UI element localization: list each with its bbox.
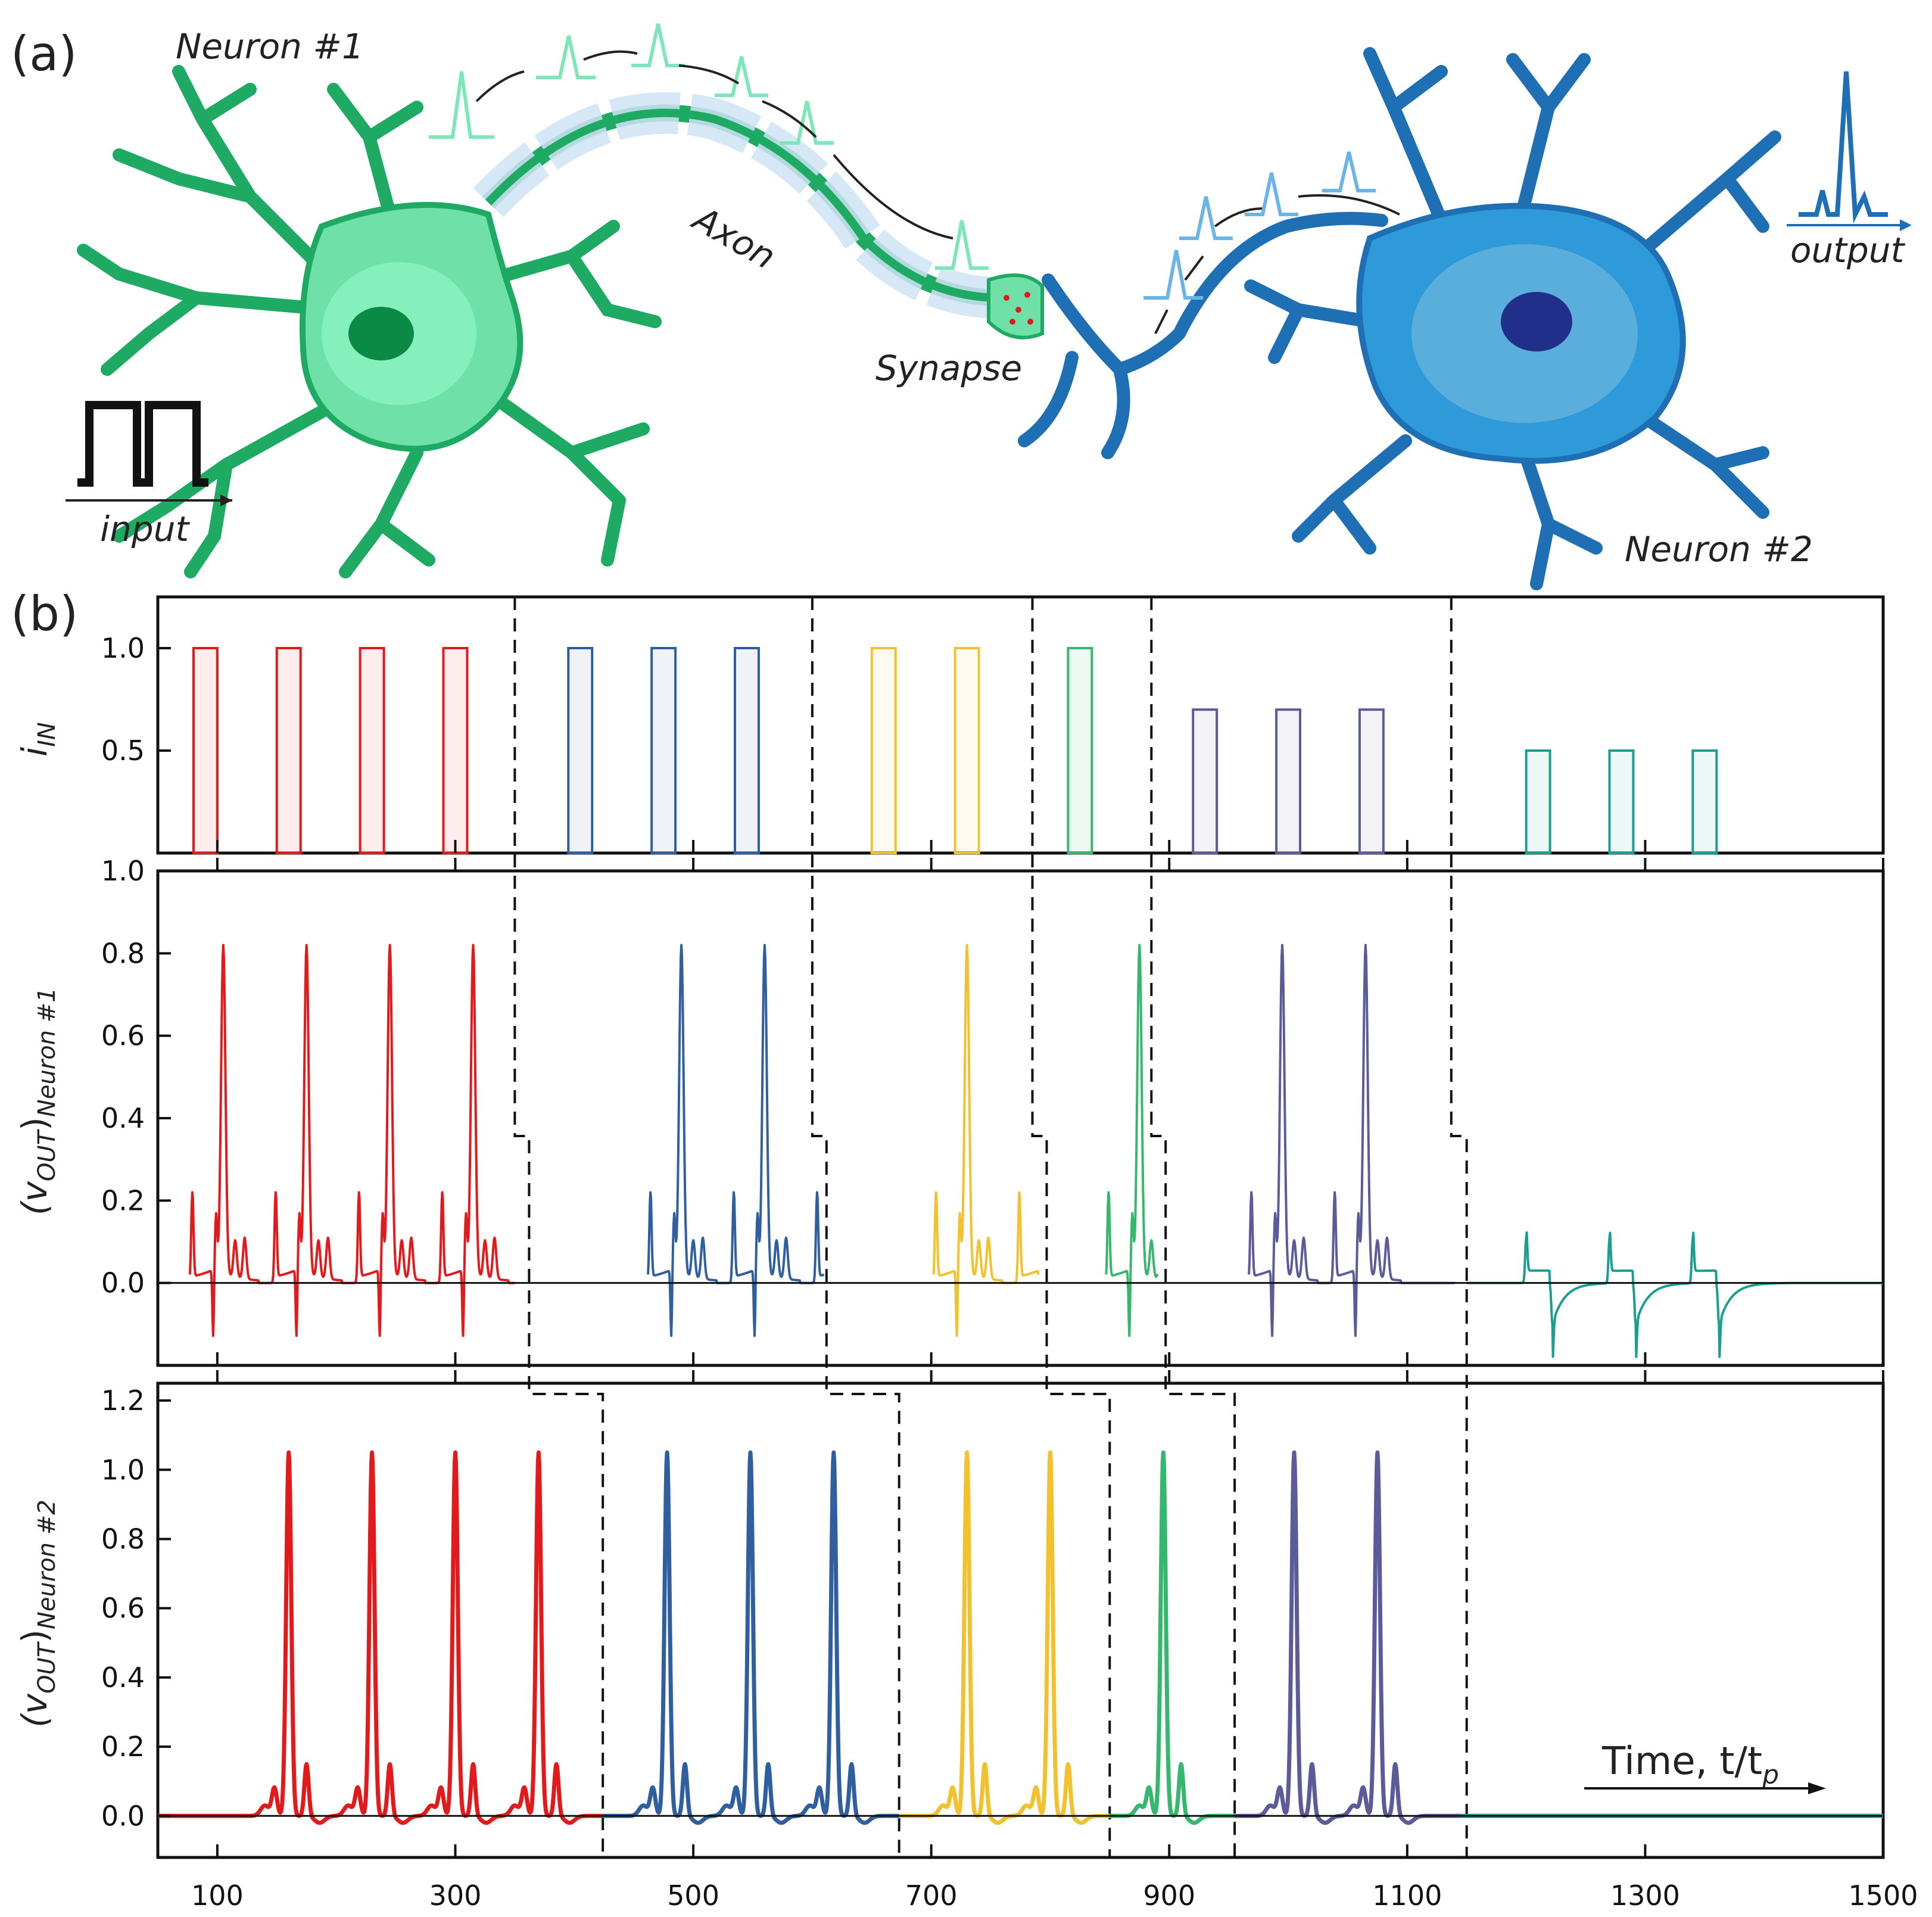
axon-arrows: [475, 50, 1400, 334]
plot-bottom-frame: [156, 1381, 1885, 1859]
y-tick-label: 0.4: [101, 1102, 145, 1134]
input-pulse-red: [359, 647, 385, 854]
y-tick-label: 0.8: [101, 937, 145, 969]
time-axis-label: Time, t/tp: [1584, 1739, 1826, 1794]
y-tick-label: 1.0: [101, 1454, 145, 1486]
input-pulse-green: [1067, 647, 1093, 854]
neuron1-trace-teal: [1466, 1231, 1884, 1358]
x-tick-label: 700: [905, 1879, 958, 1912]
dendrite-spike-icons: [1143, 151, 1376, 300]
synapse-terminal: [987, 273, 1044, 340]
y-tick-label: 0.0: [101, 1800, 145, 1832]
x-tick-label: 900: [1143, 1879, 1195, 1912]
axon-label: Axon: [685, 197, 783, 277]
input-pulse-purple: [1358, 708, 1385, 854]
axon: [473, 92, 1001, 319]
x-tick-label: 300: [429, 1879, 482, 1912]
trace-layer: [156, 647, 1885, 1825]
y-tick-label: 1.0: [101, 632, 145, 664]
input-pulse-icon: [66, 401, 232, 506]
input-pulse-blue: [733, 647, 760, 854]
input-pulse-teal: [1525, 749, 1551, 854]
y-tick-label: 0.6: [101, 1020, 145, 1052]
neuron-2-dendrites: [1018, 47, 1781, 590]
synapse-label: Synapse: [875, 348, 1022, 388]
neuron2-trace-yellow: [898, 1450, 1111, 1825]
panel-b: (b) 0.5 1.0 0.0 0.2 0.4 0.6 0.8 1.0 0.0 0.2 0.4 0.6…: [11, 586, 1918, 1912]
neuron2-trace-blue: [601, 1450, 901, 1825]
group-separators: [513, 597, 1468, 1857]
neuron1-trace-purple: [1248, 944, 1456, 1337]
input-pulse-red: [442, 647, 469, 854]
neuron2-trace-purple: [1233, 1450, 1463, 1825]
y-tick-label: 0.5: [101, 735, 145, 767]
neuron-2-nucleus: [1501, 292, 1572, 351]
panel-a: (a): [11, 23, 1912, 590]
panel-a-label: (a): [11, 26, 77, 82]
y-tick-label: 0.4: [101, 1661, 145, 1694]
axis-layer: 0.5 1.0 0.0 0.2 0.4 0.6 0.8 1.0 0.0 0.2 0.4 0.6 0.8 1…: [101, 632, 1918, 1912]
neuron-1-dendrites: [77, 65, 662, 578]
x-tick-label: 1100: [1372, 1879, 1442, 1912]
group-separator: [1450, 597, 1468, 1857]
plot-middle-frame: [156, 869, 1885, 1367]
group-separator: [1031, 597, 1111, 1857]
y-tick-label: 0.6: [101, 1592, 145, 1625]
input-pulse-yellow: [870, 647, 897, 854]
x-tick-label: 500: [667, 1879, 719, 1912]
plot-top-frame: [156, 595, 1885, 855]
input-pulse-blue: [567, 647, 594, 854]
input-pulse-yellow: [953, 647, 980, 854]
x-tick-label: 100: [191, 1879, 244, 1912]
input-pulse-red: [275, 647, 302, 854]
y-tick-label: 0.2: [101, 1184, 145, 1216]
neurotransmitter-dots: [1004, 292, 1033, 325]
y-label-bottom: (vOUT)Neuron #2: [14, 1499, 61, 1728]
svg-text:Time, t/tp: Time, t/tp: [1601, 1739, 1779, 1790]
neuron1-trace-yellow: [932, 944, 1040, 1337]
input-pulse-blue: [650, 647, 677, 854]
neuron-1-nucleus: [348, 307, 414, 360]
y-label-top: iIN: [14, 722, 61, 757]
input-pulse-purple: [1192, 708, 1219, 854]
input-pulse-teal: [1608, 749, 1635, 854]
y-tick-label: 1.2: [101, 1384, 145, 1417]
input-label: input: [100, 509, 190, 549]
panel-b-label: (b): [11, 586, 78, 642]
y-label-middle: (vOUT)Neuron #1: [14, 987, 61, 1215]
input-pulse-red: [192, 647, 219, 854]
y-tick-label: 0.0: [101, 1267, 145, 1299]
output-label: output: [1790, 230, 1906, 270]
axon-spike-icons: [429, 23, 989, 270]
neuron1-trace-red: [188, 944, 516, 1337]
neuron-1-label: Neuron #1: [176, 26, 364, 67]
y-tick-label: 0.8: [101, 1523, 145, 1555]
output-spike-icon: [1787, 71, 1912, 231]
x-tick-label: 1500: [1848, 1879, 1918, 1912]
x-tick-label: 1300: [1610, 1879, 1680, 1912]
input-pulse-purple: [1275, 708, 1302, 854]
neuron-2-label: Neuron #2: [1625, 529, 1813, 570]
neuron1-trace-blue: [647, 944, 825, 1337]
neuron2-trace-green: [1108, 1450, 1236, 1825]
neuron1-trace-green: [1105, 944, 1159, 1337]
y-tick-label: 0.2: [101, 1731, 145, 1763]
input-pulse-teal: [1691, 749, 1718, 854]
neuron2-trace-red: [156, 1450, 604, 1825]
y-tick-label: 1.0: [101, 855, 145, 887]
